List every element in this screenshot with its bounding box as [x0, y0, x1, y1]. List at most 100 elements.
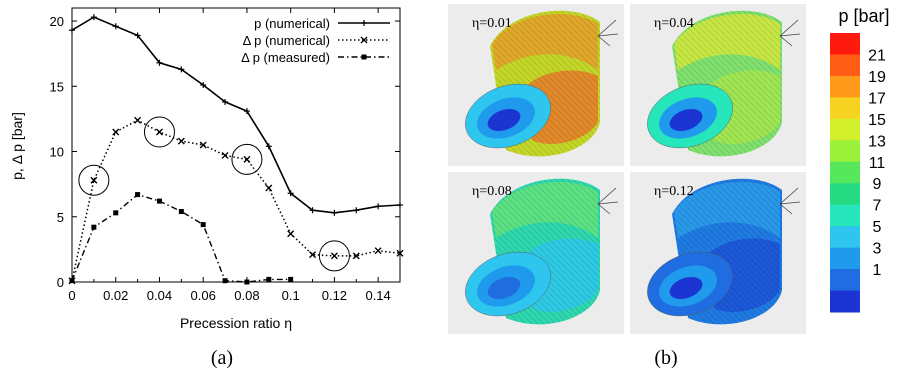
eta-label: η=0.12 — [654, 184, 694, 199]
series-group — [68, 14, 404, 285]
data-point — [352, 252, 360, 260]
axis-triad-icon — [597, 19, 619, 47]
end-face-core — [669, 108, 703, 132]
data-point — [134, 32, 141, 39]
data-point — [69, 278, 75, 284]
data-point — [156, 59, 163, 66]
data-point — [265, 143, 272, 150]
data-point — [90, 14, 97, 21]
data-point — [288, 276, 294, 282]
annotation-circles — [78, 116, 350, 272]
colorbar-label: 1 — [873, 262, 882, 279]
colorbar-label: 13 — [868, 133, 886, 150]
annotation-circle — [318, 240, 350, 272]
x-tick-label: 0.14 — [365, 288, 390, 303]
x-axis-label: Precession ratio η — [180, 315, 292, 331]
axis-triad-icon — [779, 19, 801, 47]
colorbar-segment — [830, 97, 860, 120]
pressure-map-1: η=0.04 — [630, 4, 806, 166]
x-axis-ticks: 0 0.02 0.04 0.06 0.08 0.1 0.12 0.14 — [68, 8, 391, 303]
colorbar-label: 11 — [869, 155, 886, 172]
data-point — [156, 198, 162, 204]
colorbar-segment — [830, 33, 860, 55]
legend-label: Δ p (numerical) — [243, 33, 330, 48]
colorbar-segment — [830, 204, 860, 227]
annotation-circle — [143, 116, 175, 148]
eta-label: η=0.08 — [472, 184, 512, 199]
plot-frame — [71, 7, 401, 283]
eta-label: η=0.04 — [654, 16, 694, 31]
line-chart: 0 0.02 0.04 0.06 0.08 0.1 0.12 0.14 0 5 10 15 20 p … — [9, 7, 404, 331]
colorbar-label: 17 — [868, 90, 886, 107]
data-point — [112, 23, 119, 30]
series-line-2 — [71, 193, 291, 283]
data-point — [331, 209, 338, 216]
series-line-1 — [71, 119, 401, 281]
data-point — [112, 128, 120, 136]
legend-label: p (numerical) — [254, 16, 330, 31]
pressure-map-0: η=0.01 — [448, 4, 624, 166]
legend-label: Δ p (measured) — [241, 50, 330, 65]
x-tick-label: 0.08 — [234, 288, 259, 303]
data-point — [396, 249, 404, 257]
data-point — [222, 98, 229, 105]
colorbar-title: p [bar] — [838, 6, 889, 26]
axis-triad-icon — [597, 187, 619, 215]
eta-label: η=0.01 — [472, 16, 512, 31]
data-point — [135, 192, 141, 198]
pressure-map-2: η=0.08 — [448, 172, 624, 334]
y-tick-label: 5 — [57, 210, 64, 225]
data-point — [69, 27, 75, 34]
colorbar-segment — [830, 54, 860, 77]
data-point — [397, 202, 403, 209]
data-point — [155, 128, 163, 136]
x-tick-label: 0.06 — [191, 288, 216, 303]
data-point — [244, 279, 250, 285]
data-point — [309, 207, 316, 214]
data-point — [90, 176, 98, 184]
legend-marker — [361, 54, 367, 60]
pressure-map-3: η=0.12 — [630, 172, 806, 334]
x-tick-label: 0.04 — [147, 288, 172, 303]
data-point — [91, 224, 97, 230]
data-point — [178, 209, 184, 215]
colorbar-segment — [830, 118, 860, 141]
colorbar-segment — [830, 226, 860, 249]
colorbar-segment — [830, 161, 860, 184]
colorbar-label: 9 — [873, 176, 882, 193]
x-tick-label: 0.02 — [103, 288, 128, 303]
data-point — [243, 155, 251, 163]
y-tick-label: 15 — [50, 79, 64, 94]
data-point — [287, 190, 294, 197]
colorbar-segment — [830, 290, 860, 313]
data-point — [265, 184, 273, 192]
colorbar-label: 19 — [868, 69, 886, 86]
pressure-maps: η=0.01 η=0.04 η=0.08 η=0.12 — [448, 4, 806, 334]
panel-b-label: (b) — [654, 347, 677, 369]
y-axis-ticks: 0 5 10 15 20 — [50, 14, 400, 290]
legend-marker — [360, 36, 368, 44]
end-face-core — [669, 276, 703, 300]
panel-a-label: (a) — [211, 347, 233, 369]
data-point — [266, 276, 272, 282]
axis-triad-icon — [779, 187, 801, 215]
data-point — [222, 278, 228, 284]
colorbar-label: 5 — [873, 219, 882, 236]
legend-marker — [361, 20, 367, 26]
y-tick-label: 10 — [50, 145, 64, 160]
colorbar-label: 15 — [868, 112, 886, 129]
data-point — [199, 141, 207, 149]
y-tick-label: 0 — [57, 275, 64, 290]
colorbar-label: 3 — [873, 241, 882, 258]
data-point — [200, 81, 207, 88]
data-point — [243, 108, 250, 115]
y-tick-label: 20 — [50, 14, 64, 29]
data-point — [353, 207, 360, 214]
colorbar-segment — [830, 247, 860, 270]
data-point — [113, 210, 119, 216]
data-point — [177, 137, 185, 145]
data-point — [375, 203, 382, 210]
end-face-core — [487, 276, 521, 300]
colorbar-segment — [830, 75, 860, 98]
